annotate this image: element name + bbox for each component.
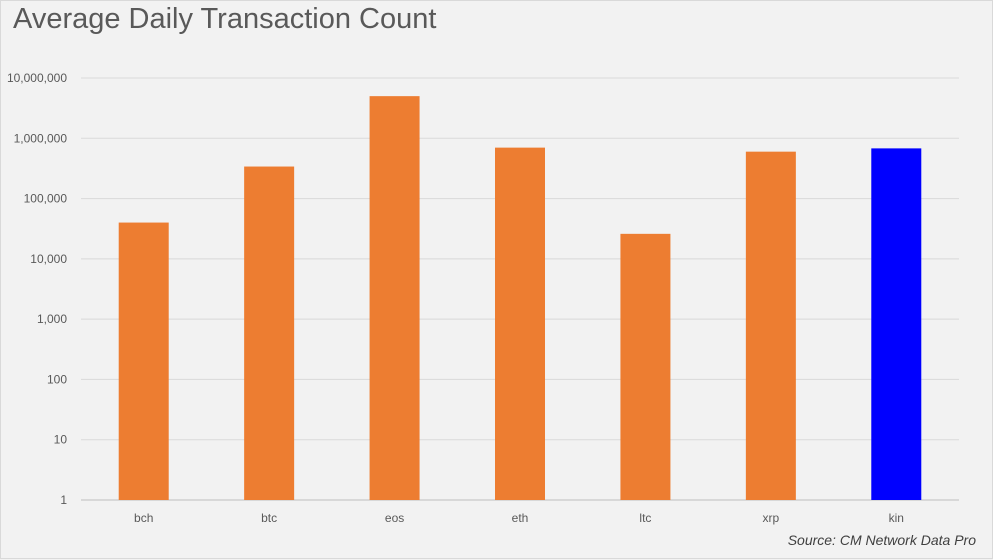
x-tick-label: eth: [512, 511, 529, 525]
x-tick-label: kin: [889, 511, 904, 525]
x-tick-label: btc: [261, 511, 277, 525]
x-tick-label: eos: [385, 511, 404, 525]
bar-eos: [369, 96, 420, 500]
y-tick-label: 10: [54, 433, 68, 447]
chart-title: Average Daily Transaction Count: [13, 3, 437, 35]
bar-kin: [871, 148, 922, 500]
bar-bch: [118, 222, 169, 500]
y-tick-label: 10,000,000: [7, 71, 67, 85]
y-tick-label: 1,000,000: [14, 131, 68, 145]
x-tick-label: xrp: [763, 511, 780, 525]
y-tick-label: 10,000: [30, 252, 67, 266]
x-tick-label: bch: [134, 511, 153, 525]
y-tick-label: 100: [47, 372, 67, 386]
bar-btc: [244, 166, 295, 501]
bar-xrp: [745, 151, 796, 500]
bar-eth: [495, 147, 545, 500]
y-tick-label: 100,000: [24, 192, 68, 206]
bar-ltc: [620, 233, 671, 500]
y-tick-label: 1,000: [37, 312, 67, 326]
x-tick-label: ltc: [639, 511, 651, 525]
y-tick-label: 1: [60, 493, 67, 507]
source-note: Source: CM Network Data Pro: [787, 532, 976, 548]
